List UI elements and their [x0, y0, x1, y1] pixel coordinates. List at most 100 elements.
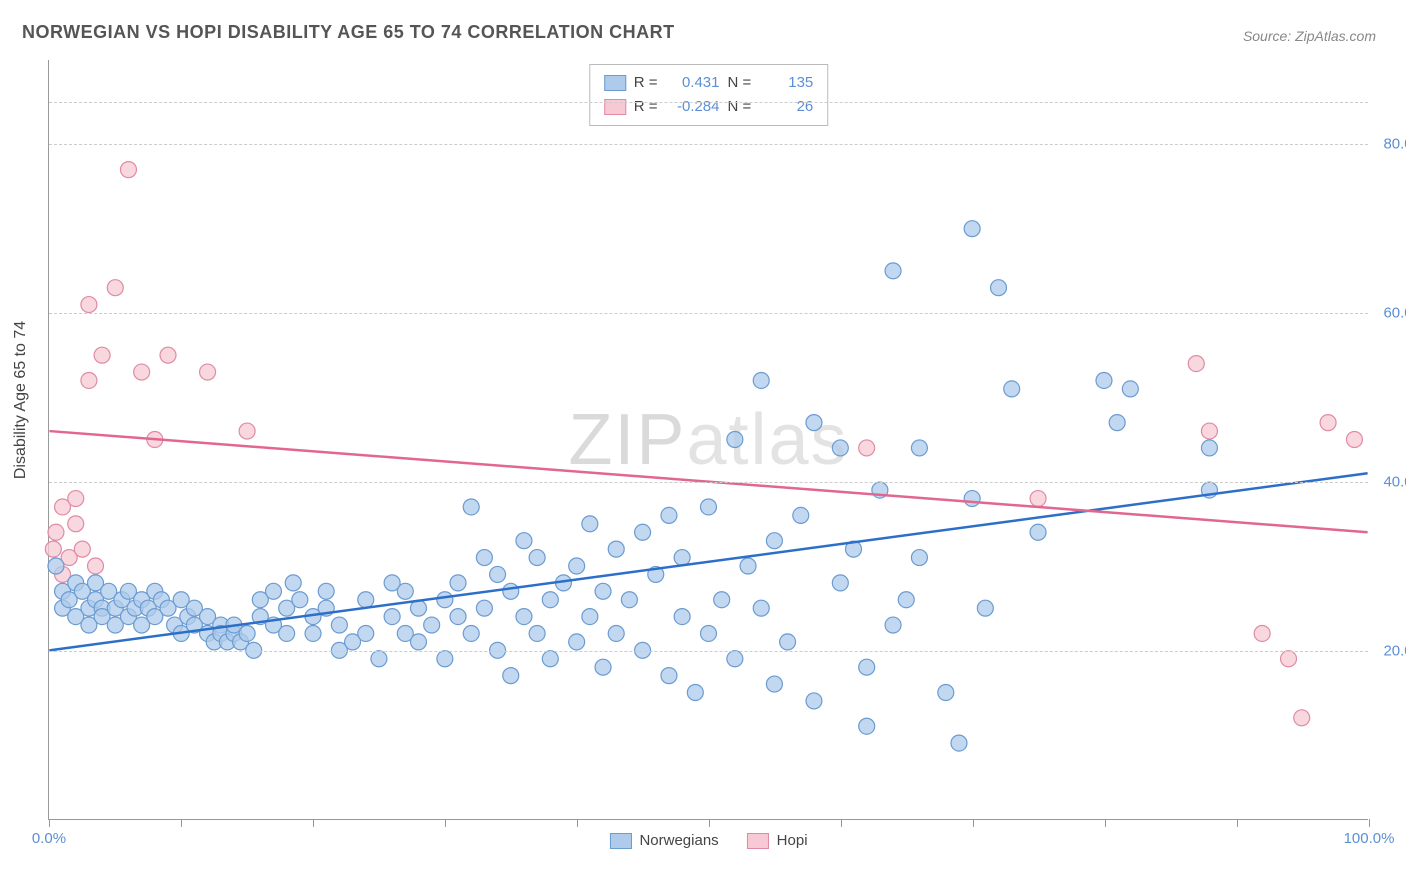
scatter-point-norwegians: [1109, 415, 1125, 431]
scatter-point-norwegians: [727, 651, 743, 667]
scatter-point-hopi: [81, 297, 97, 313]
scatter-point-norwegians: [964, 221, 980, 237]
scatter-point-hopi: [1281, 651, 1297, 667]
chart-plot-area: ZIPatlas R = 0.431 N = 135 R = -0.284 N …: [48, 60, 1368, 820]
legend-label-hopi: Hopi: [777, 832, 808, 849]
scatter-point-hopi: [1188, 356, 1204, 372]
scatter-point-hopi: [1030, 491, 1046, 507]
scatter-point-norwegians: [410, 634, 426, 650]
scatter-point-norwegians: [766, 676, 782, 692]
scatter-point-hopi: [1201, 423, 1217, 439]
scatter-point-norwegians: [358, 625, 374, 641]
scatter-point-hopi: [68, 516, 84, 532]
scatter-point-norwegians: [48, 558, 64, 574]
scatter-point-norwegians: [806, 693, 822, 709]
scatter-point-norwegians: [371, 651, 387, 667]
x-tick: [181, 819, 182, 827]
scatter-point-norwegians: [397, 583, 413, 599]
scatter-point-norwegians: [1004, 381, 1020, 397]
scatter-point-norwegians: [859, 718, 875, 734]
scatter-point-hopi: [1254, 625, 1270, 641]
scatter-point-norwegians: [674, 609, 690, 625]
scatter-point-norwegians: [832, 440, 848, 456]
scatter-point-norwegians: [687, 685, 703, 701]
scatter-point-norwegians: [463, 499, 479, 515]
scatter-point-hopi: [45, 541, 61, 557]
scatter-point-norwegians: [424, 617, 440, 633]
scatter-point-norwegians: [542, 592, 558, 608]
scatter-point-norwegians: [239, 625, 255, 641]
x-tick: [49, 819, 50, 827]
y-tick-label: 60.0%: [1383, 305, 1406, 322]
swatch-hopi: [747, 833, 769, 849]
scatter-point-norwegians: [898, 592, 914, 608]
scatter-point-norwegians: [384, 609, 400, 625]
source-attribution: Source: ZipAtlas.com: [1243, 28, 1376, 44]
scatter-point-hopi: [81, 372, 97, 388]
scatter-point-hopi: [200, 364, 216, 380]
x-tick: [973, 819, 974, 827]
scatter-point-hopi: [134, 364, 150, 380]
x-tick: [577, 819, 578, 827]
scatter-point-norwegians: [674, 550, 690, 566]
scatter-point-norwegians: [701, 625, 717, 641]
scatter-point-norwegians: [661, 668, 677, 684]
scatter-point-norwegians: [1201, 440, 1217, 456]
scatter-point-norwegians: [911, 440, 927, 456]
scatter-point-hopi: [1346, 432, 1362, 448]
gridline-h: [49, 313, 1368, 314]
scatter-point-norwegians: [450, 575, 466, 591]
scatter-point-norwegians: [292, 592, 308, 608]
scatter-point-norwegians: [661, 507, 677, 523]
scatter-point-norwegians: [991, 280, 1007, 296]
scatter-point-norwegians: [490, 566, 506, 582]
x-tick: [709, 819, 710, 827]
scatter-point-hopi: [1320, 415, 1336, 431]
scatter-point-norwegians: [740, 558, 756, 574]
scatter-point-norwegians: [305, 625, 321, 641]
x-tick: [1105, 819, 1106, 827]
scatter-point-norwegians: [450, 609, 466, 625]
x-tick: [313, 819, 314, 827]
scatter-point-norwegians: [806, 415, 822, 431]
gridline-h: [49, 651, 1368, 652]
scatter-point-norwegians: [569, 558, 585, 574]
scatter-point-norwegians: [753, 600, 769, 616]
gridline-h: [49, 482, 1368, 483]
scatter-point-norwegians: [476, 550, 492, 566]
scatter-point-norwegians: [437, 651, 453, 667]
scatter-point-norwegians: [285, 575, 301, 591]
scatter-point-norwegians: [1030, 524, 1046, 540]
gridline-h-top: [49, 102, 1368, 103]
scatter-point-norwegians: [476, 600, 492, 616]
scatter-point-norwegians: [318, 583, 334, 599]
y-axis-label: Disability Age 65 to 74: [12, 321, 30, 479]
scatter-point-norwegians: [911, 550, 927, 566]
scatter-point-norwegians: [964, 491, 980, 507]
x-tick: [1369, 819, 1370, 827]
scatter-point-hopi: [859, 440, 875, 456]
scatter-point-norwegians: [503, 583, 519, 599]
x-tick-label: 0.0%: [32, 830, 66, 847]
scatter-point-norwegians: [503, 668, 519, 684]
scatter-point-norwegians: [753, 372, 769, 388]
series-legend: Norwegians Hopi: [609, 832, 807, 849]
scatter-point-norwegians: [595, 583, 611, 599]
swatch-norwegians: [609, 833, 631, 849]
scatter-point-norwegians: [951, 735, 967, 751]
x-tick: [1237, 819, 1238, 827]
scatter-point-hopi: [68, 491, 84, 507]
legend-item-norwegians: Norwegians: [609, 832, 718, 849]
scatter-point-hopi: [48, 524, 64, 540]
chart-title: NORWEGIAN VS HOPI DISABILITY AGE 65 TO 7…: [22, 22, 675, 43]
scatter-point-norwegians: [516, 609, 532, 625]
scatter-point-norwegians: [569, 634, 585, 650]
scatter-point-norwegians: [608, 625, 624, 641]
scatter-point-hopi: [239, 423, 255, 439]
scatter-point-norwegians: [766, 533, 782, 549]
scatter-point-norwegians: [832, 575, 848, 591]
scatter-point-norwegians: [529, 625, 545, 641]
scatter-point-norwegians: [701, 499, 717, 515]
y-tick-label: 40.0%: [1383, 474, 1406, 491]
scatter-point-norwegians: [608, 541, 624, 557]
